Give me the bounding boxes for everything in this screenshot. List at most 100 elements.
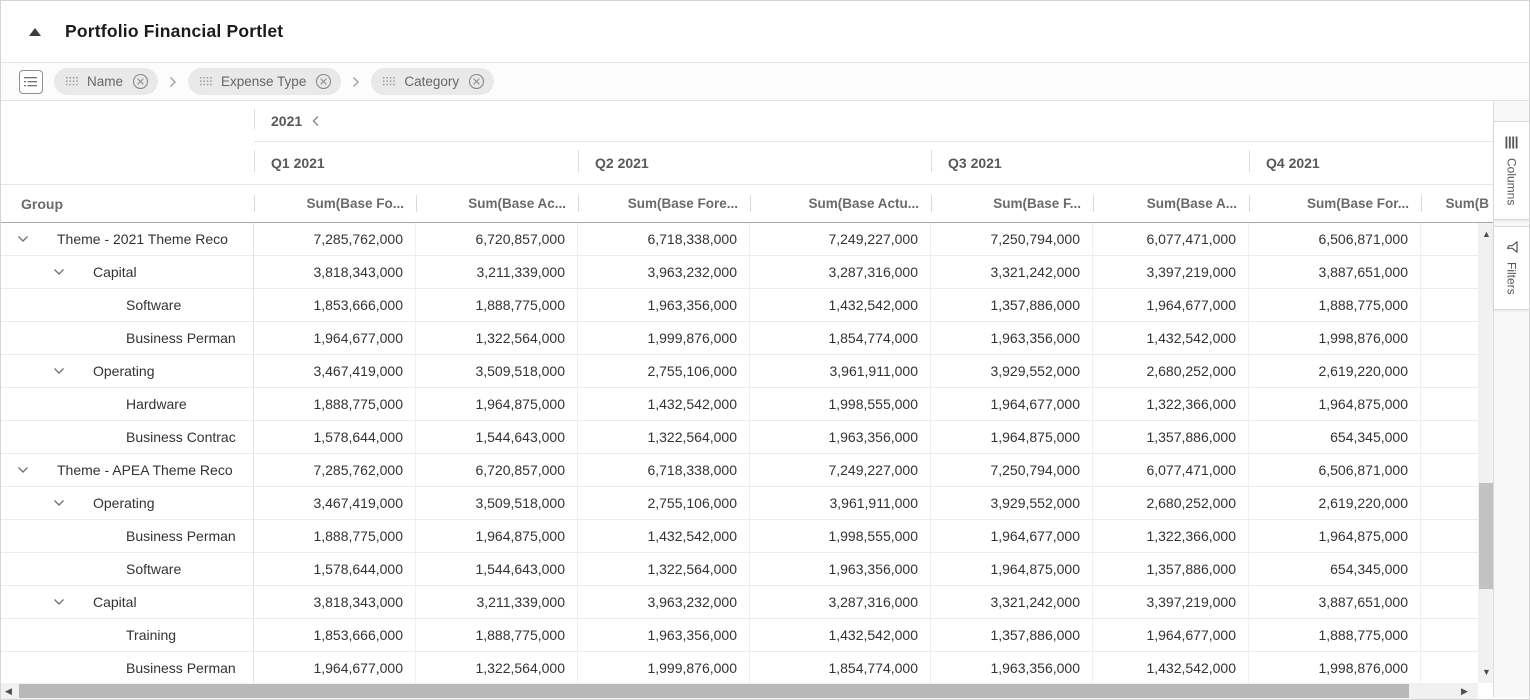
- vertical-scrollbar-thumb[interactable]: [1479, 483, 1494, 589]
- table-row: Business Perman1,888,775,0001,964,875,00…: [1, 520, 1495, 553]
- expand-chevron-icon[interactable]: [53, 499, 65, 507]
- table-row: Theme - APEA Theme Reco7,285,762,0006,72…: [1, 454, 1495, 487]
- grouping-breadcrumb-bar: Name Expense Type Category: [1, 63, 1529, 101]
- chip-label: Expense Type: [221, 74, 306, 89]
- value-cell: 1,432,542,000: [578, 520, 750, 552]
- group-cell: Operating: [1, 487, 254, 519]
- value-cell: 3,963,232,000: [578, 586, 750, 618]
- grouping-chip-expense-type[interactable]: Expense Type: [188, 68, 341, 95]
- quarter-header-row: Q1 2021Q2 2021Q3 2021Q4 2021: [1, 142, 1495, 185]
- tab-columns[interactable]: Columns: [1493, 121, 1529, 220]
- value-cell: 1,963,356,000: [578, 289, 750, 321]
- value-cell: 1,963,356,000: [931, 322, 1093, 354]
- value-cell: 6,718,338,000: [578, 223, 750, 255]
- value-cell: 1,964,677,000: [931, 520, 1093, 552]
- quarter-header-1: Q1 2021: [254, 142, 578, 184]
- value-cell: 1,432,542,000: [1093, 652, 1249, 683]
- group-cell: Operating: [1, 355, 254, 387]
- group-cell-label: Training: [126, 627, 176, 643]
- group-cell-label: Software: [126, 561, 181, 577]
- table-row: Training1,853,666,0001,888,775,0001,963,…: [1, 619, 1495, 652]
- group-cell-label: Business Perman: [126, 660, 236, 676]
- value-cell: 1,888,775,000: [416, 289, 578, 321]
- group-cell-label: Theme - APEA Theme Reco: [57, 462, 233, 478]
- measure-column-header[interactable]: Sum(Base A...: [1093, 185, 1249, 222]
- table-row: Business Contrac1,578,644,0001,544,643,0…: [1, 421, 1495, 454]
- scroll-left-arrow-icon[interactable]: ◀: [5, 684, 12, 698]
- value-cell: 1,432,542,000: [1093, 322, 1249, 354]
- value-cell: 1,322,564,000: [416, 322, 578, 354]
- value-cell: 6,718,338,000: [578, 454, 750, 486]
- value-cell: 1,853,666,000: [254, 619, 416, 651]
- group-cell-label: Operating: [93, 495, 154, 511]
- value-cell: 1,322,564,000: [578, 421, 750, 453]
- grouping-settings-button[interactable]: [19, 70, 43, 94]
- table-row: Capital3,818,343,0003,211,339,0003,963,2…: [1, 256, 1495, 289]
- value-cell: 1,544,643,000: [416, 553, 578, 585]
- value-cell: 3,887,651,000: [1249, 586, 1421, 618]
- value-cell: 1,322,564,000: [578, 553, 750, 585]
- remove-chip-icon[interactable]: [468, 73, 485, 90]
- group-cell: Training: [1, 619, 254, 651]
- group-cell: Business Perman: [1, 652, 254, 683]
- columns-icon: [1505, 136, 1518, 149]
- remove-chip-icon[interactable]: [132, 73, 149, 90]
- chevron-left-icon[interactable]: [312, 115, 320, 127]
- measure-column-header[interactable]: Sum(Base Fore...: [578, 185, 750, 222]
- tab-columns-label: Columns: [1505, 158, 1519, 205]
- measure-column-header[interactable]: Sum(B: [1421, 185, 1495, 222]
- value-cell: 1,357,886,000: [1093, 421, 1249, 453]
- year-label: 2021: [271, 113, 302, 129]
- group-cell: Capital: [1, 586, 254, 618]
- table-row: Software1,578,644,0001,544,643,0001,322,…: [1, 553, 1495, 586]
- filter-funnel-icon: [1506, 241, 1518, 253]
- measure-column-header[interactable]: Sum(Base Ac...: [416, 185, 578, 222]
- year-header-row: 2021: [1, 101, 1495, 142]
- tab-filters[interactable]: Filters: [1493, 226, 1529, 310]
- table-row: Hardware1,888,775,0001,964,875,0001,432,…: [1, 388, 1495, 421]
- group-cell-label: Capital: [93, 264, 137, 280]
- expand-chevron-icon[interactable]: [53, 268, 65, 276]
- value-cell: 1,964,677,000: [1093, 289, 1249, 321]
- collapse-panel-icon[interactable]: [29, 28, 41, 36]
- group-cell-label: Business Contrac: [126, 429, 236, 445]
- expand-chevron-icon[interactable]: [17, 466, 29, 474]
- value-cell: 1,964,875,000: [1249, 388, 1421, 420]
- value-cell: 1,963,356,000: [578, 619, 750, 651]
- value-cell: 1,888,775,000: [1249, 289, 1421, 321]
- expand-chevron-icon[interactable]: [17, 235, 29, 243]
- drag-handle-icon[interactable]: [200, 77, 212, 86]
- value-cell: 3,397,219,000: [1093, 586, 1249, 618]
- measure-column-header[interactable]: Sum(Base For...: [1249, 185, 1421, 222]
- group-cell: Business Contrac: [1, 421, 254, 453]
- value-cell: 1,888,775,000: [254, 388, 416, 420]
- group-cell: Business Perman: [1, 322, 254, 354]
- measure-column-header[interactable]: Sum(Base Actu...: [750, 185, 931, 222]
- value-cell: 1,964,677,000: [931, 388, 1093, 420]
- value-cell: 3,509,518,000: [416, 487, 578, 519]
- value-cell: 2,619,220,000: [1249, 355, 1421, 387]
- horizontal-scrollbar[interactable]: ◀ ▶: [1, 683, 1478, 699]
- scroll-right-arrow-icon[interactable]: ▶: [1461, 684, 1468, 698]
- value-cell: 1,357,886,000: [931, 289, 1093, 321]
- measure-column-header[interactable]: Sum(Base Fo...: [254, 185, 416, 222]
- group-cell: Software: [1, 289, 254, 321]
- value-cell: 1,964,875,000: [1249, 520, 1421, 552]
- group-cell-label: Theme - 2021 Theme Reco: [57, 231, 228, 247]
- value-cell: 2,755,106,000: [578, 487, 750, 519]
- measure-column-header[interactable]: Sum(Base F...: [931, 185, 1093, 222]
- group-cell: Business Perman: [1, 520, 254, 552]
- value-cell: 2,680,252,000: [1093, 355, 1249, 387]
- horizontal-scrollbar-thumb[interactable]: [19, 684, 1409, 698]
- drag-handle-icon[interactable]: [383, 77, 395, 86]
- value-cell: 654,345,000: [1249, 421, 1421, 453]
- value-cell: 1,322,564,000: [416, 652, 578, 683]
- measure-header-row: GroupSum(Base Fo...Sum(Base Ac...Sum(Bas…: [1, 185, 1495, 223]
- grouping-chip-name[interactable]: Name: [54, 68, 158, 95]
- grouping-chip-category[interactable]: Category: [371, 68, 494, 95]
- remove-chip-icon[interactable]: [315, 73, 332, 90]
- breadcrumb-separator-icon: [169, 76, 177, 88]
- expand-chevron-icon[interactable]: [53, 598, 65, 606]
- drag-handle-icon[interactable]: [66, 77, 78, 86]
- expand-chevron-icon[interactable]: [53, 367, 65, 375]
